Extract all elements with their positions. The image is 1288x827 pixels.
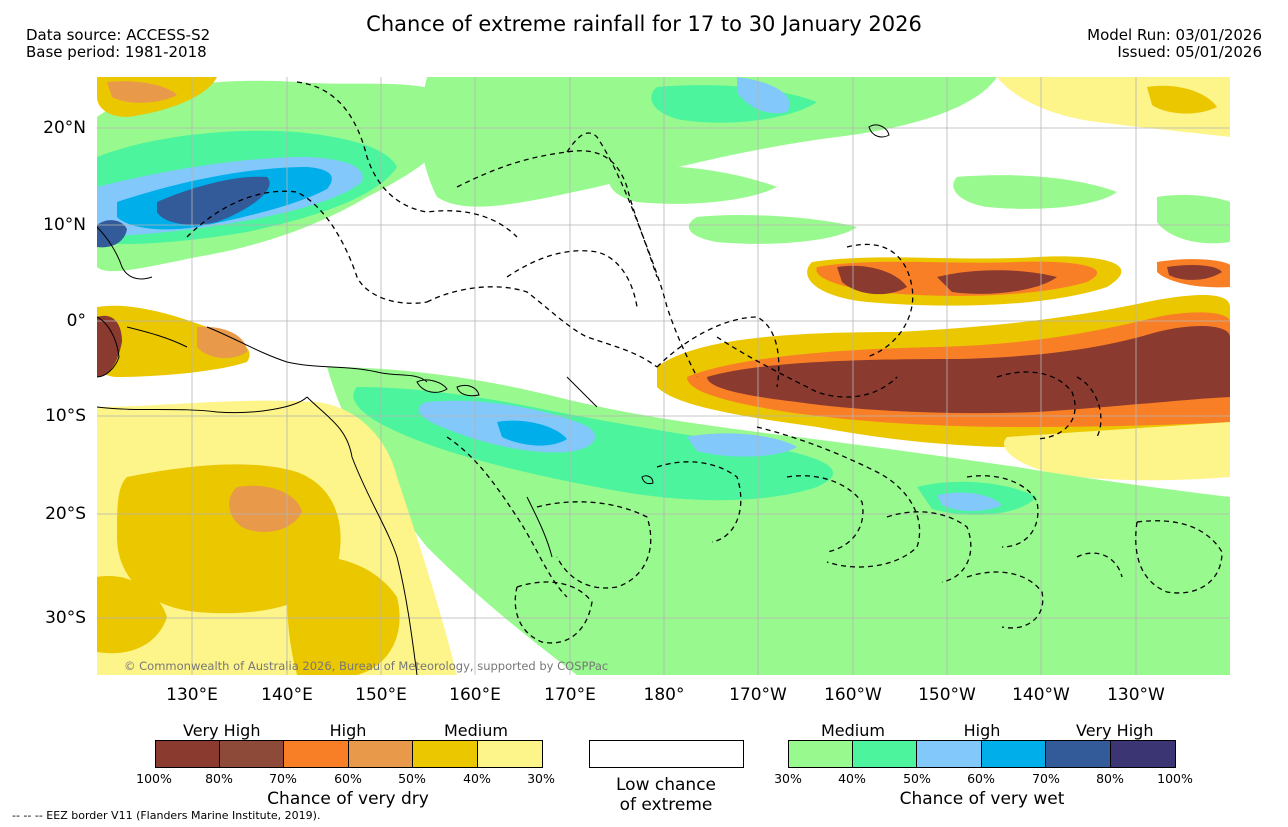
- dry-tick-100: 100%: [136, 771, 172, 786]
- dry-band-main: [657, 295, 1230, 450]
- low-chance-title-line1: Low chance: [616, 775, 716, 795]
- wet-legend-medium: Medium: [821, 721, 885, 740]
- low-chance-swatch: [589, 740, 744, 768]
- wet-tick-80: 80%: [1096, 771, 1124, 786]
- wet-tick-70: 70%: [1032, 771, 1060, 786]
- dry-tick-80: 80%: [205, 771, 233, 786]
- dry-swatch-3: [284, 741, 349, 767]
- low-chance-title-line2: of extreme: [619, 795, 713, 815]
- lon-label-140w: 140°W: [1012, 685, 1070, 705]
- dry-legend-title: Chance of very dry: [267, 789, 429, 809]
- dry-swatch-5: [413, 741, 478, 767]
- wet-swatch-6: [1111, 741, 1175, 767]
- dry-tick-70: 70%: [269, 771, 297, 786]
- wet-colorbar: [788, 740, 1176, 768]
- dry-tick-30: 30%: [527, 771, 555, 786]
- lat-label-10s: 10°S: [45, 406, 86, 426]
- wet-patches-north: [651, 77, 817, 123]
- wet-tick-30: 30%: [774, 771, 802, 786]
- islands: [416, 124, 890, 485]
- rainfall-map: © Commonwealth of Australia 2026, Bureau…: [97, 77, 1230, 675]
- lon-label-160e: 160°E: [449, 685, 501, 705]
- dry-region-australia: [97, 400, 457, 675]
- wet-swatch-1: [789, 741, 853, 767]
- dry-tick-60: 60%: [334, 771, 362, 786]
- dry-swatch-6: [478, 741, 542, 767]
- copyright-notice: © Commonwealth of Australia 2026, Bureau…: [124, 659, 609, 673]
- lon-label-160w: 160°W: [824, 685, 882, 705]
- lat-label-30s: 30°S: [45, 608, 86, 628]
- lon-label-140e: 140°E: [261, 685, 313, 705]
- issued-label: Issued: 05/01/2026: [1117, 43, 1262, 61]
- lon-label-130e: 130°E: [166, 685, 218, 705]
- wet-swatch-5: [1046, 741, 1111, 767]
- dry-legend-high: High: [329, 721, 367, 740]
- wet-swatch-2: [853, 741, 917, 767]
- lon-label-170w: 170°W: [729, 685, 787, 705]
- dry-band-equatorial-north: [807, 256, 1230, 306]
- lon-label-150w: 150°W: [918, 685, 976, 705]
- wet-tick-100: 100%: [1157, 771, 1193, 786]
- dry-legend-very-high: Very High: [183, 721, 261, 740]
- map-title: Chance of extreme rainfall for 17 to 30 …: [366, 12, 922, 36]
- eez-border-note: -- -- -- EEZ border V11 (Flanders Marine…: [12, 809, 321, 822]
- wet-swatch-4: [982, 741, 1046, 767]
- wet-legend-very-high: Very High: [1076, 721, 1154, 740]
- wet-tick-60: 60%: [967, 771, 995, 786]
- dry-colorbar: [155, 740, 543, 768]
- model-run-label: Model Run: 03/01/2026: [1087, 26, 1262, 44]
- lon-label-170e: 170°E: [544, 685, 596, 705]
- lon-label-180: 180°: [643, 685, 685, 705]
- lon-label-130w: 130°W: [1107, 685, 1165, 705]
- lon-label-150e: 150°E: [355, 685, 407, 705]
- coastlines: [97, 226, 598, 675]
- dry-tick-50: 50%: [398, 771, 426, 786]
- wet-legend-title: Chance of very wet: [899, 789, 1065, 809]
- wet-band-spcz: [327, 367, 1230, 675]
- eez-borders: [186, 81, 1223, 644]
- lat-label-0: 0°: [66, 311, 86, 331]
- dry-swatch-4: [349, 741, 413, 767]
- dry-patches-northeast: [97, 77, 1230, 137]
- lat-label-10n: 10°N: [43, 215, 86, 235]
- lat-label-20n: 20°N: [43, 118, 86, 138]
- lat-label-20s: 20°S: [45, 504, 86, 524]
- dry-swatch-1: [156, 741, 220, 767]
- data-source-label: Data source: ACCESS-S2: [26, 26, 211, 44]
- dry-swatch-2: [220, 741, 284, 767]
- dry-tick-40: 40%: [463, 771, 491, 786]
- base-period-label: Base period: 1981-2018: [26, 43, 207, 61]
- map-canvas: [97, 77, 1230, 675]
- wet-legend-high: High: [963, 721, 1001, 740]
- wet-tick-50: 50%: [903, 771, 931, 786]
- dry-legend-medium: Medium: [444, 721, 508, 740]
- wet-tick-40: 40%: [838, 771, 866, 786]
- wet-swatch-3: [917, 741, 982, 767]
